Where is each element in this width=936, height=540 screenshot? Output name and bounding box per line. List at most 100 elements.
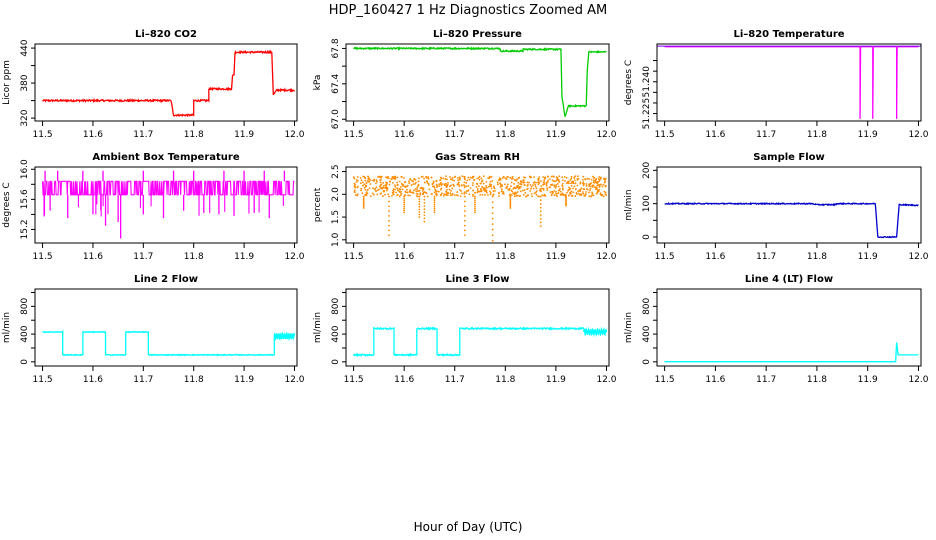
data-point [555,190,557,193]
data-point [491,223,494,226]
data-point [463,178,466,181]
data-point [530,192,533,195]
data-point [502,175,505,178]
data-point [396,181,398,184]
x-tick-label: 11.8 [495,375,515,385]
data-point [489,180,492,183]
data-point [468,178,471,181]
data-point [362,197,365,199]
data-point [565,176,568,179]
data-point [373,180,375,182]
series [352,326,608,358]
data-point [379,185,382,188]
data-point [567,194,570,197]
data-point [543,179,546,182]
panel-title: Line 4 (LT) Flow [745,274,833,285]
data-point [496,181,499,184]
data-point [509,205,512,208]
data-point [425,176,428,179]
x-axis: 11.5 11.6 11.7 11.8 11.9 12.0 [33,243,305,262]
data-point [408,182,411,185]
y-tick-label: 0 [20,359,30,365]
data-point [428,188,431,191]
data-point [356,194,359,197]
data-point [588,195,591,198]
data-point [360,187,363,190]
plot-frame [345,166,610,244]
data-point [541,194,544,197]
data-point [531,195,534,198]
data-point [568,186,570,189]
data-point [588,178,591,180]
data-point [509,207,512,209]
data-point [523,184,526,187]
data-point [380,175,383,178]
data-point [530,187,532,190]
data-point [591,192,594,195]
data-point [400,176,403,178]
data-point [418,211,421,213]
series-line [353,46,607,117]
data-point [433,197,436,200]
data-point [555,185,557,188]
data-point [539,195,542,198]
data-point [500,190,503,193]
data-point [473,179,475,182]
data-point [412,180,414,183]
data-point [596,182,599,184]
data-point [362,184,364,187]
data-point [448,188,451,191]
data-point [379,181,382,184]
data-point [479,194,482,196]
data-point [353,177,356,180]
data-point [498,195,500,198]
data-point [485,191,488,193]
data-point [403,207,406,210]
data-point [457,177,459,179]
data-point [457,194,459,197]
x-tick-label: 11.6 [705,130,725,140]
x-tick-label: 11.6 [705,375,725,385]
x-tick-label: 12.0 [284,252,304,262]
data-point [482,187,485,189]
data-point [575,191,578,194]
data-point [474,209,476,212]
data-point [555,179,558,182]
data-point [444,178,447,180]
data-point [416,186,419,189]
data-point [538,176,541,178]
data-point [387,177,390,180]
series [657,45,921,119]
data-point [379,179,382,181]
data-point [354,186,357,189]
y-tick-label: 400 [331,325,341,342]
series-line [42,49,296,118]
x-tick-label: 11.8 [495,130,515,140]
data-point [373,178,376,181]
data-point [499,177,502,180]
data-point [556,176,559,179]
data-point [550,175,553,178]
data-point [392,182,394,184]
data-point [537,183,540,186]
data-point [552,175,555,178]
y-tick-label: 440 [20,39,30,56]
data-point [356,176,359,178]
x-tick-label: 12.0 [908,130,928,140]
data-point [486,186,488,189]
data-point [584,178,586,180]
x-tick-label: 11.5 [655,375,675,385]
data-point [362,181,364,184]
data-point [488,175,491,178]
data-point [522,179,525,181]
data-point [530,185,533,188]
data-point [473,191,476,194]
data-point [540,185,543,187]
data-point [434,188,436,191]
data-point [539,199,542,202]
data-point [580,193,583,196]
x-axis: 11.5 11.6 11.7 11.8 11.9 12.0 [655,366,929,385]
data-point [387,193,390,196]
data-point [360,182,362,185]
